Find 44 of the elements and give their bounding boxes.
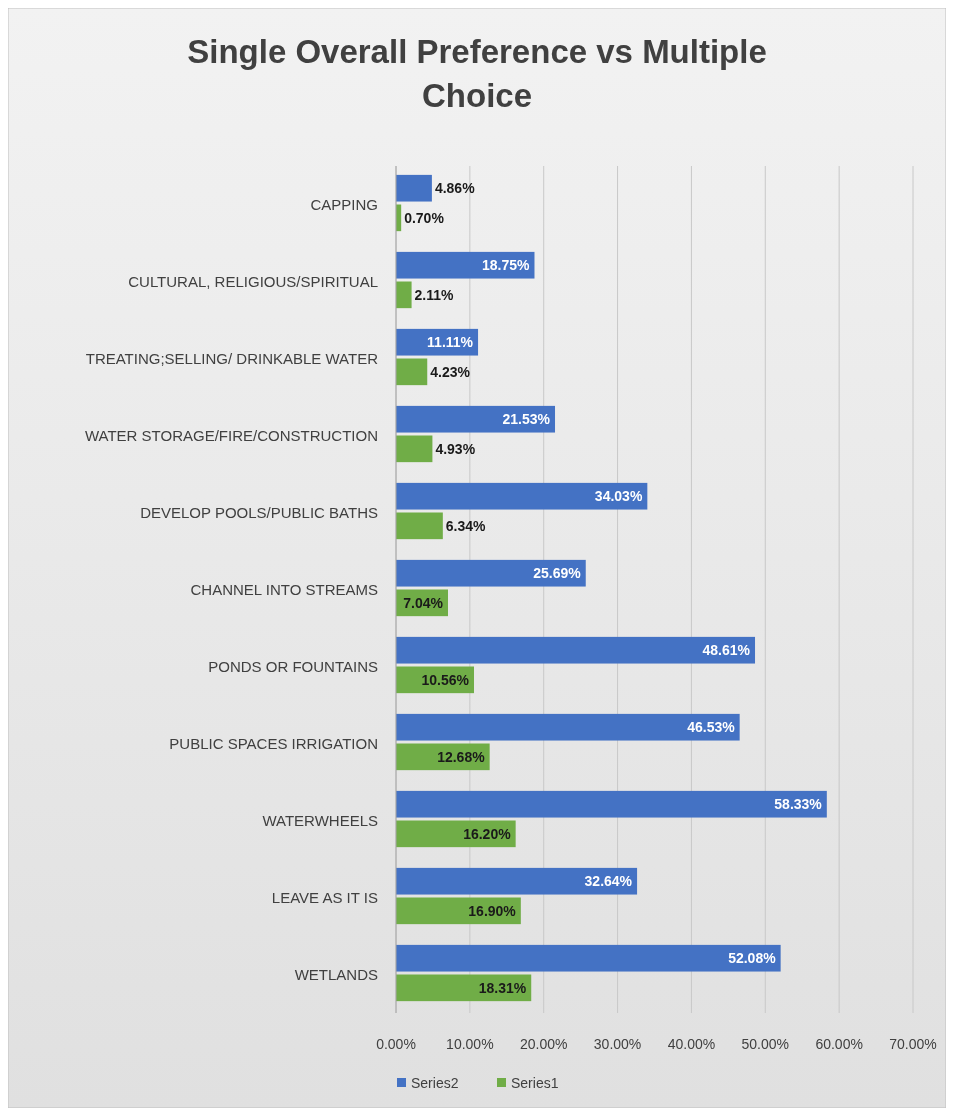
data-label: 6.34% xyxy=(445,517,487,534)
y-tick-label: PUBLIC SPACES IRRIGATION xyxy=(169,734,378,752)
y-tick-label: PONDS OR FOUNTAINS xyxy=(208,657,378,675)
y-tick-label: CULTURAL, RELIGIOUS/SPIRITUAL xyxy=(128,272,378,290)
data-label: 4.23% xyxy=(430,363,471,380)
data-label: 46.53% xyxy=(687,719,736,736)
data-label: 48.61% xyxy=(702,642,751,659)
y-tick-label: LEAVE AS IT IS xyxy=(271,888,378,906)
x-tick-label: 10.00% xyxy=(446,1036,494,1052)
data-label: 12.68% xyxy=(437,748,486,765)
data-label: 58.33% xyxy=(774,796,823,813)
data-label: 34.03% xyxy=(594,488,643,505)
y-tick-label: WATERWHEELS xyxy=(262,811,378,829)
data-label: 52.08% xyxy=(728,950,777,967)
x-tick-label: 40.00% xyxy=(667,1036,716,1052)
y-tick-label: WETLANDS xyxy=(294,965,378,983)
chart-title: Single Overall Preference vs Multiple Choice xyxy=(187,33,767,114)
y-tick-label: DEVELOP POOLS/PUBLIC BATHS xyxy=(140,503,378,521)
data-label: 7.04% xyxy=(403,594,444,611)
data-label: 4.93% xyxy=(435,440,476,457)
y-tick-label: TREATING;SELLING/ DRINKABLE WATER xyxy=(85,349,379,367)
data-label: 0.70% xyxy=(404,209,445,226)
x-tick-label: 60.00% xyxy=(815,1036,863,1052)
data-label: 18.31% xyxy=(478,979,527,996)
y-tick-label: CAPPING xyxy=(310,195,378,213)
data-label: 11.11% xyxy=(427,334,474,351)
data-label: 18.75% xyxy=(482,257,531,274)
x-tick-label: 70.00% xyxy=(889,1036,937,1052)
data-label: 25.69% xyxy=(533,565,582,582)
y-tick-label: CHANNEL INTO STREAMS xyxy=(190,580,378,598)
legend-label: Series1 xyxy=(511,1074,559,1091)
x-tick-label: 0.00% xyxy=(376,1036,416,1052)
y-tick-label: WATER STORAGE/FIRE/CONSTRUCTION xyxy=(84,426,378,444)
data-label: 32.64% xyxy=(584,873,633,890)
data-label: 2.11% xyxy=(414,286,455,303)
legend-label: Series2 xyxy=(411,1074,459,1091)
data-label: 16.20% xyxy=(463,825,512,842)
data-label: 4.86% xyxy=(434,180,476,197)
x-tick-label: 50.00% xyxy=(741,1036,790,1052)
data-label: 21.53% xyxy=(502,411,551,428)
x-tick-label: 30.00% xyxy=(593,1036,642,1052)
data-label: 10.56% xyxy=(421,671,470,688)
data-label: 16.90% xyxy=(468,902,517,919)
x-tick-label: 20.00% xyxy=(519,1036,568,1052)
